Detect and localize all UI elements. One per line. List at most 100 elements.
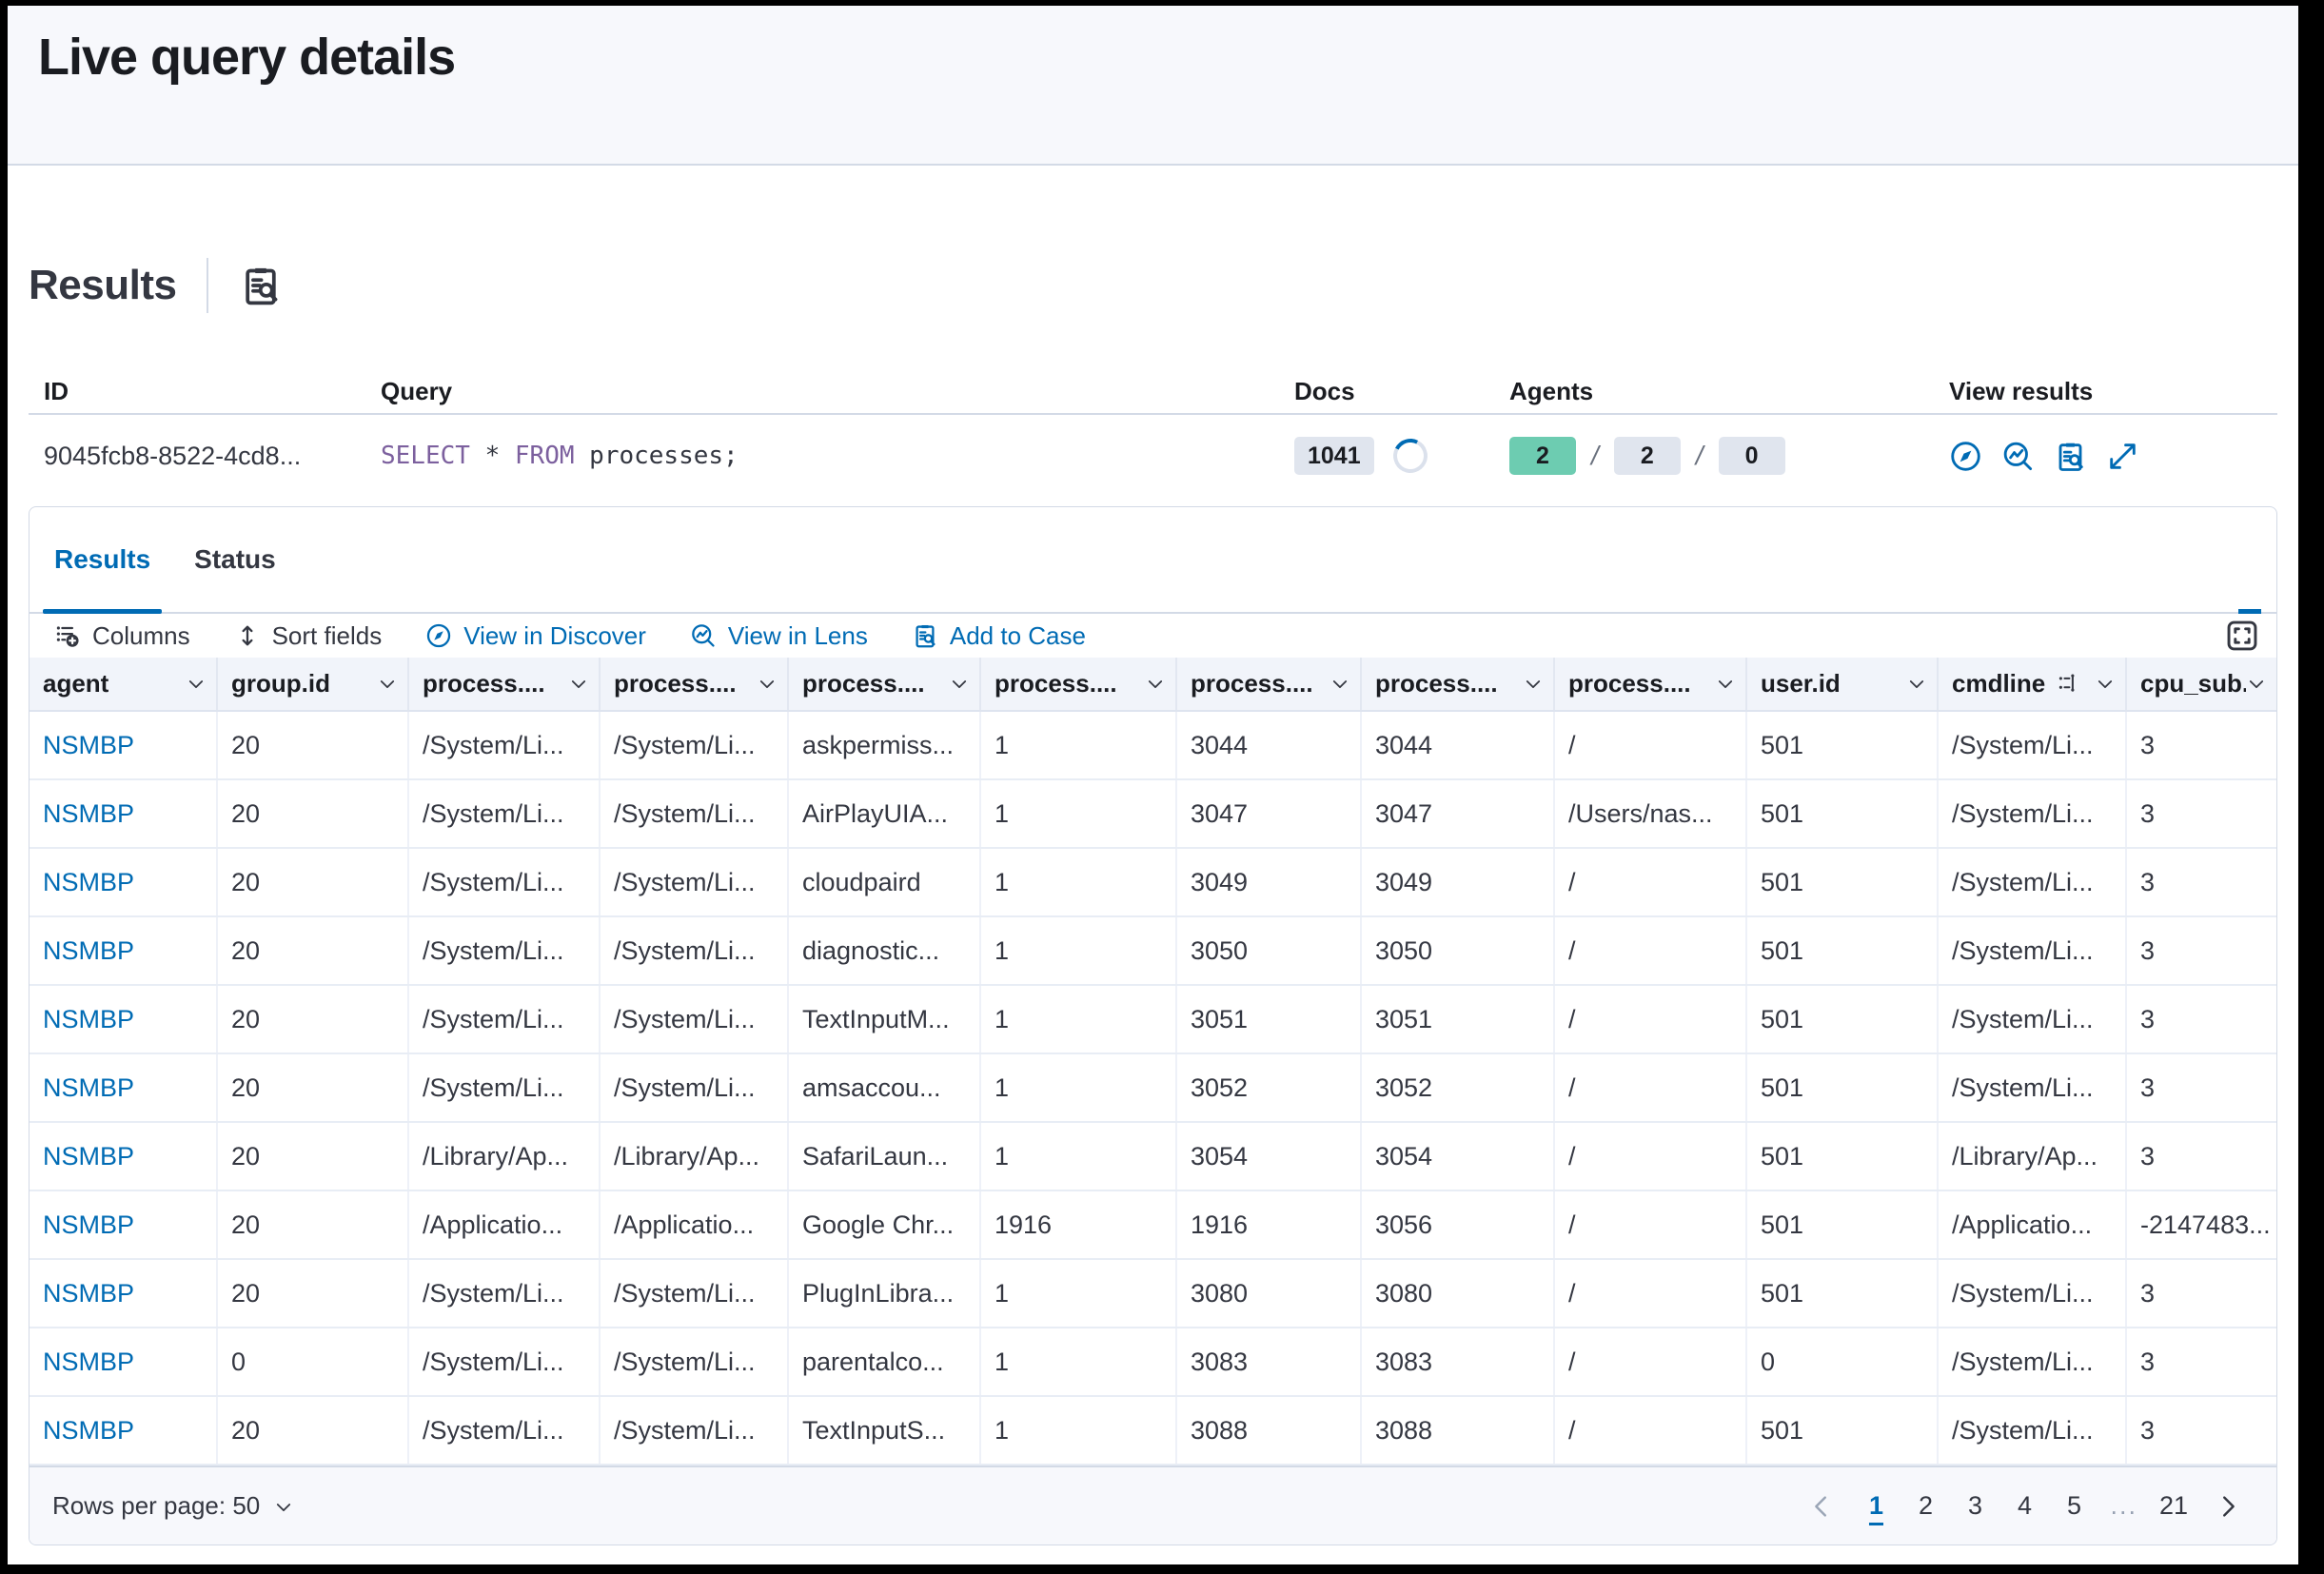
table-row: NSMBP 20/System/Li.../System/Li... cloudpa…	[30, 849, 2276, 917]
table-row: NSMBP 20/Library/Ap.../Library/Ap... Safar…	[30, 1123, 2276, 1191]
column-header-5-process....[interactable]: process....	[981, 658, 1177, 710]
summary-column-docs: Docs	[1294, 376, 1355, 405]
agent-link[interactable]: NSMBP	[43, 1415, 135, 1445]
previous-page-button[interactable]	[1796, 1492, 1847, 1521]
column-header-10-cmdline[interactable]: cmdline	[1939, 658, 2127, 710]
view-in-discover-link[interactable]: View in Discover	[425, 621, 646, 651]
inspect-icon	[2058, 443, 2083, 471]
table-row: NSMBP 20/Applicatio.../Applicatio... Googl…	[30, 1191, 2276, 1260]
column-label: group.id	[231, 669, 330, 698]
inspect-results-button[interactable]	[2054, 440, 2087, 473]
grid-cell: /System/Li...	[601, 1054, 789, 1121]
table-row: NSMBP 0/System/Li.../System/Li... parental…	[30, 1328, 2276, 1397]
loading-spinner	[1388, 434, 1432, 478]
grid-cell: NSMBP	[30, 986, 218, 1053]
page-button-5[interactable]: 5	[2053, 1485, 2095, 1528]
grid-cell: /	[1555, 917, 1747, 984]
columns-icon	[56, 626, 79, 647]
column-header-0-agent[interactable]: agent	[30, 658, 218, 710]
sort-fields-button[interactable]: Sort fields	[234, 621, 382, 651]
agent-link[interactable]: NSMBP	[43, 1141, 135, 1171]
chevron-down-icon	[188, 679, 204, 688]
agent-link[interactable]: NSMBP	[43, 1347, 135, 1376]
agent-link[interactable]: NSMBP	[43, 1072, 135, 1102]
grid-cell: /System/Li...	[1939, 849, 2127, 915]
grid-cell: /System/Li...	[1939, 780, 2127, 847]
sql-token-plain: processes;	[574, 442, 739, 470]
next-page-button[interactable]	[2202, 1492, 2254, 1521]
horizontal-scrollbar-thumb[interactable]	[2238, 609, 2261, 617]
column-label: process....	[1568, 669, 1691, 698]
view-in-lens-link[interactable]: View in Lens	[690, 621, 868, 651]
results-heading: Results	[29, 262, 177, 308]
grid-cell: 1	[981, 1054, 1177, 1121]
summary-column-agents: Agents	[1509, 376, 1594, 405]
grid-cell: /System/Li...	[409, 1054, 601, 1121]
agents-badge-success-0: 2	[1509, 437, 1576, 475]
column-header-4-process....[interactable]: process....	[789, 658, 981, 710]
grid-cell: TextInputS...	[789, 1397, 981, 1464]
discover-icon	[1951, 441, 1980, 471]
grid-cell: 0	[1747, 1328, 1939, 1395]
grid-cell: /Users/nas...	[1555, 780, 1747, 847]
grid-cell: 3050	[1362, 917, 1555, 984]
agent-link[interactable]: NSMBP	[43, 1278, 135, 1308]
page-button-21[interactable]: 21	[2153, 1485, 2195, 1528]
inspect-icon	[916, 624, 936, 648]
column-header-2-process....[interactable]: process....	[409, 658, 601, 710]
grid-cell: /	[1555, 1054, 1747, 1121]
grid-cell: /Library/Ap...	[601, 1123, 789, 1190]
view-results-cell	[1949, 440, 2277, 473]
columns-button[interactable]: Columns	[54, 621, 190, 651]
column-header-8-process....[interactable]: process....	[1555, 658, 1747, 710]
column-header-1-group.id[interactable]: group.id	[218, 658, 409, 710]
agent-link[interactable]: NSMBP	[43, 730, 135, 759]
grid-cell: /	[1555, 986, 1747, 1053]
agent-link[interactable]: NSMBP	[43, 1210, 135, 1239]
column-header-7-process....[interactable]: process....	[1362, 658, 1555, 710]
chevron-down-icon	[1148, 679, 1163, 688]
grid-cell: 20	[218, 1260, 409, 1327]
add-to-case-link[interactable]: Add to Case	[912, 621, 1086, 651]
agent-link[interactable]: NSMBP	[43, 867, 135, 896]
inspect-icon	[246, 267, 278, 305]
agent-link[interactable]: NSMBP	[43, 1004, 135, 1033]
table-row: NSMBP 20/System/Li.../System/Li... TextInp…	[30, 1397, 2276, 1466]
grid-cell: 3083	[1362, 1328, 1555, 1395]
results-panel: Results Status Columns Sort fields View in…	[29, 506, 2277, 1545]
view-in-lens-button[interactable]	[2001, 440, 2035, 473]
column-header-9-user.id[interactable]: user.id	[1747, 658, 1939, 710]
tab-results[interactable]: Results	[43, 507, 163, 614]
grid-cell: /Applicatio...	[601, 1191, 789, 1258]
open-details-button[interactable]	[2106, 440, 2139, 473]
summary-table: ID Query Docs Agents View results 9045fc…	[29, 369, 2277, 497]
grid-cell: 3044	[1177, 712, 1362, 778]
agent-link[interactable]: NSMBP	[43, 798, 135, 828]
view-in-discover-button[interactable]	[1949, 440, 1982, 473]
fullscreen-button[interactable]	[2225, 619, 2259, 653]
agent-link[interactable]: NSMBP	[43, 935, 135, 965]
grid-toolbar: Columns Sort fields View in Discover View i…	[30, 614, 2276, 658]
column-header-6-process....[interactable]: process....	[1177, 658, 1362, 710]
column-label: process....	[995, 669, 1117, 698]
column-label: agent	[43, 669, 109, 698]
summary-column-view-results: View results	[1949, 376, 2094, 405]
grid-cell: 3	[2140, 1141, 2156, 1171]
tab-status[interactable]: Status	[183, 507, 287, 612]
column-header-11-cpu_sub...[interactable]: cpu_sub...	[2127, 658, 2276, 710]
grid-cell: 1	[981, 780, 1177, 847]
grid-cell: 501	[1747, 1397, 1939, 1464]
grid-cell: /System/Li...	[601, 1328, 789, 1395]
inspect-icon-wrap[interactable]	[239, 264, 283, 307]
page-button-4[interactable]: 4	[2003, 1485, 2045, 1528]
page-button-1[interactable]: 1	[1855, 1485, 1897, 1528]
grid-cell: /System/Li...	[409, 1328, 601, 1395]
grid-cell: 1	[981, 1328, 1177, 1395]
grid-cell: NSMBP	[30, 1328, 218, 1395]
page-button-2[interactable]: 2	[1904, 1485, 1946, 1528]
column-header-3-process....[interactable]: process....	[601, 658, 789, 710]
page-button-3[interactable]: 3	[1954, 1485, 1996, 1528]
grid-cell: 3	[2140, 1004, 2156, 1033]
rows-per-page-button[interactable]: Rows per page: 50	[52, 1491, 294, 1521]
column-label: user.id	[1761, 669, 1841, 698]
